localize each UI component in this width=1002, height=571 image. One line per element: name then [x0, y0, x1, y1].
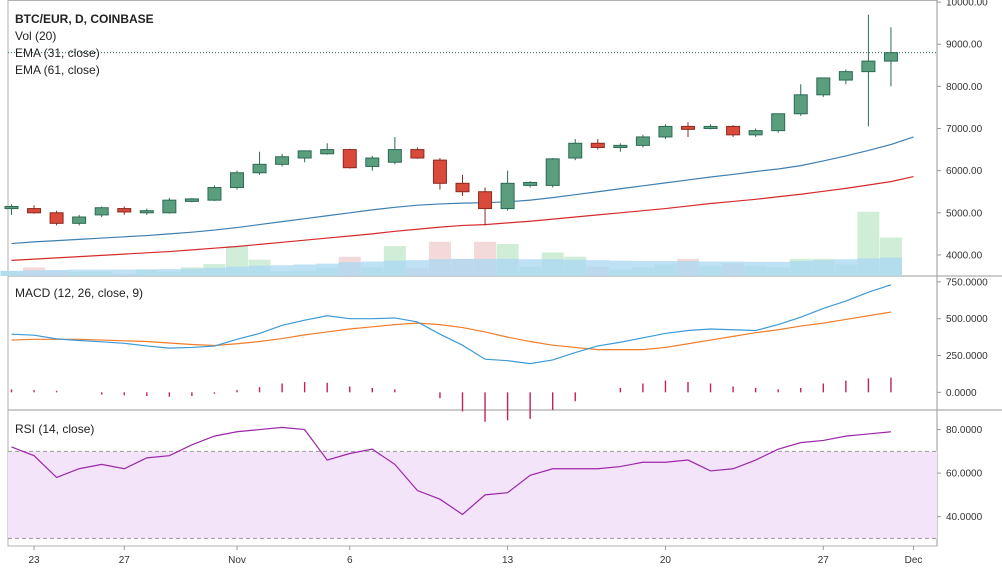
- candle-body: [139, 210, 154, 214]
- candle-body: [635, 136, 650, 146]
- candle-body: [275, 156, 290, 165]
- x-tick-label: 6: [347, 555, 353, 566]
- candle-body: [771, 113, 786, 132]
- candle-body: [410, 149, 425, 159]
- candle-body: [365, 157, 380, 167]
- candle-body: [162, 199, 177, 214]
- rsi-pane-title: RSI (14, close): [15, 422, 95, 436]
- rsi-y-tick-label: 60.0000: [946, 469, 983, 480]
- price-y-tick-label: 7000.00: [946, 124, 983, 135]
- candle-body: [387, 149, 402, 163]
- candle-body: [748, 130, 763, 136]
- price-y-tick-label: 4000.00: [946, 250, 983, 261]
- candle-body: [658, 125, 673, 138]
- ema-61-line: [11, 175, 914, 262]
- candle-body: [4, 205, 19, 210]
- candle-body: [297, 150, 312, 159]
- candle-body: [72, 216, 87, 224]
- candle-body: [613, 144, 628, 148]
- price-y-tick-label: 9000.00: [946, 40, 983, 51]
- macd-y-tick-label: 750.0000: [946, 277, 988, 288]
- candle-body: [478, 191, 493, 210]
- candle-body: [184, 198, 199, 202]
- candle-body: [568, 142, 583, 159]
- candle-body: [230, 172, 244, 189]
- legend-ema61: EMA (61, close): [15, 63, 100, 77]
- price-y-tick-label: 6000.00: [946, 166, 983, 177]
- candle-body: [883, 52, 898, 62]
- x-tick-label: 23: [28, 555, 40, 566]
- candle-body: [252, 163, 267, 174]
- candle-body: [207, 187, 222, 201]
- candle-body: [342, 149, 357, 169]
- candle-body: [793, 94, 808, 115]
- candle-body: [320, 149, 335, 155]
- rsi-y-tick-label: 80.0000: [946, 425, 983, 436]
- price-y-tick-label: 5000.00: [946, 208, 983, 219]
- candle-body: [500, 182, 515, 210]
- macd-line: [11, 284, 892, 365]
- price-y-tick-label: 10000.00: [946, 0, 988, 9]
- candle-body: [838, 71, 853, 81]
- ema-31-line: [11, 136, 914, 245]
- rsi-line: [11, 426, 892, 516]
- rsi-y-tick-label: 40.0000: [946, 512, 983, 523]
- price-pane-legend: BTC/EUR, D, COINBASE Vol (20) EMA (31, c…: [15, 11, 154, 79]
- legend-ema31: EMA (31, close): [15, 46, 100, 60]
- x-tick-label: 20: [660, 555, 672, 566]
- price-chart-title: BTC/EUR, D, COINBASE: [15, 12, 154, 26]
- candle-body: [681, 125, 695, 130]
- candle-body: [545, 158, 560, 186]
- volume-ma-area: [0, 257, 902, 276]
- candle-body: [455, 182, 470, 193]
- macd-signal-line: [11, 311, 892, 351]
- price-y-tick-label: 8000.00: [946, 82, 983, 93]
- x-tick-label: Nov: [228, 555, 246, 566]
- x-tick-label: 27: [119, 555, 131, 566]
- candle-body: [27, 208, 42, 214]
- candle-body: [861, 60, 876, 73]
- candle-body: [94, 207, 109, 216]
- candle-body: [117, 208, 132, 213]
- candle-body: [523, 181, 538, 186]
- candle-body: [703, 125, 718, 130]
- x-tick-label: Dec: [905, 555, 923, 566]
- candle-body: [726, 125, 741, 136]
- candle-body: [590, 142, 605, 148]
- x-tick-label: 27: [818, 555, 830, 566]
- rsi-band: [8, 451, 937, 539]
- candle-body: [432, 159, 447, 184]
- macd-y-tick-label: 250.0000: [946, 351, 988, 362]
- candle-body: [49, 212, 64, 224]
- candle-body: [816, 77, 831, 96]
- legend-vol: Vol (20): [15, 29, 57, 43]
- macd-pane-title: MACD (12, 26, close, 9): [15, 286, 144, 300]
- x-tick-label: 13: [502, 555, 514, 566]
- macd-y-tick-label: 0.0000: [946, 388, 977, 399]
- macd-y-tick-label: 500.0000: [946, 314, 988, 325]
